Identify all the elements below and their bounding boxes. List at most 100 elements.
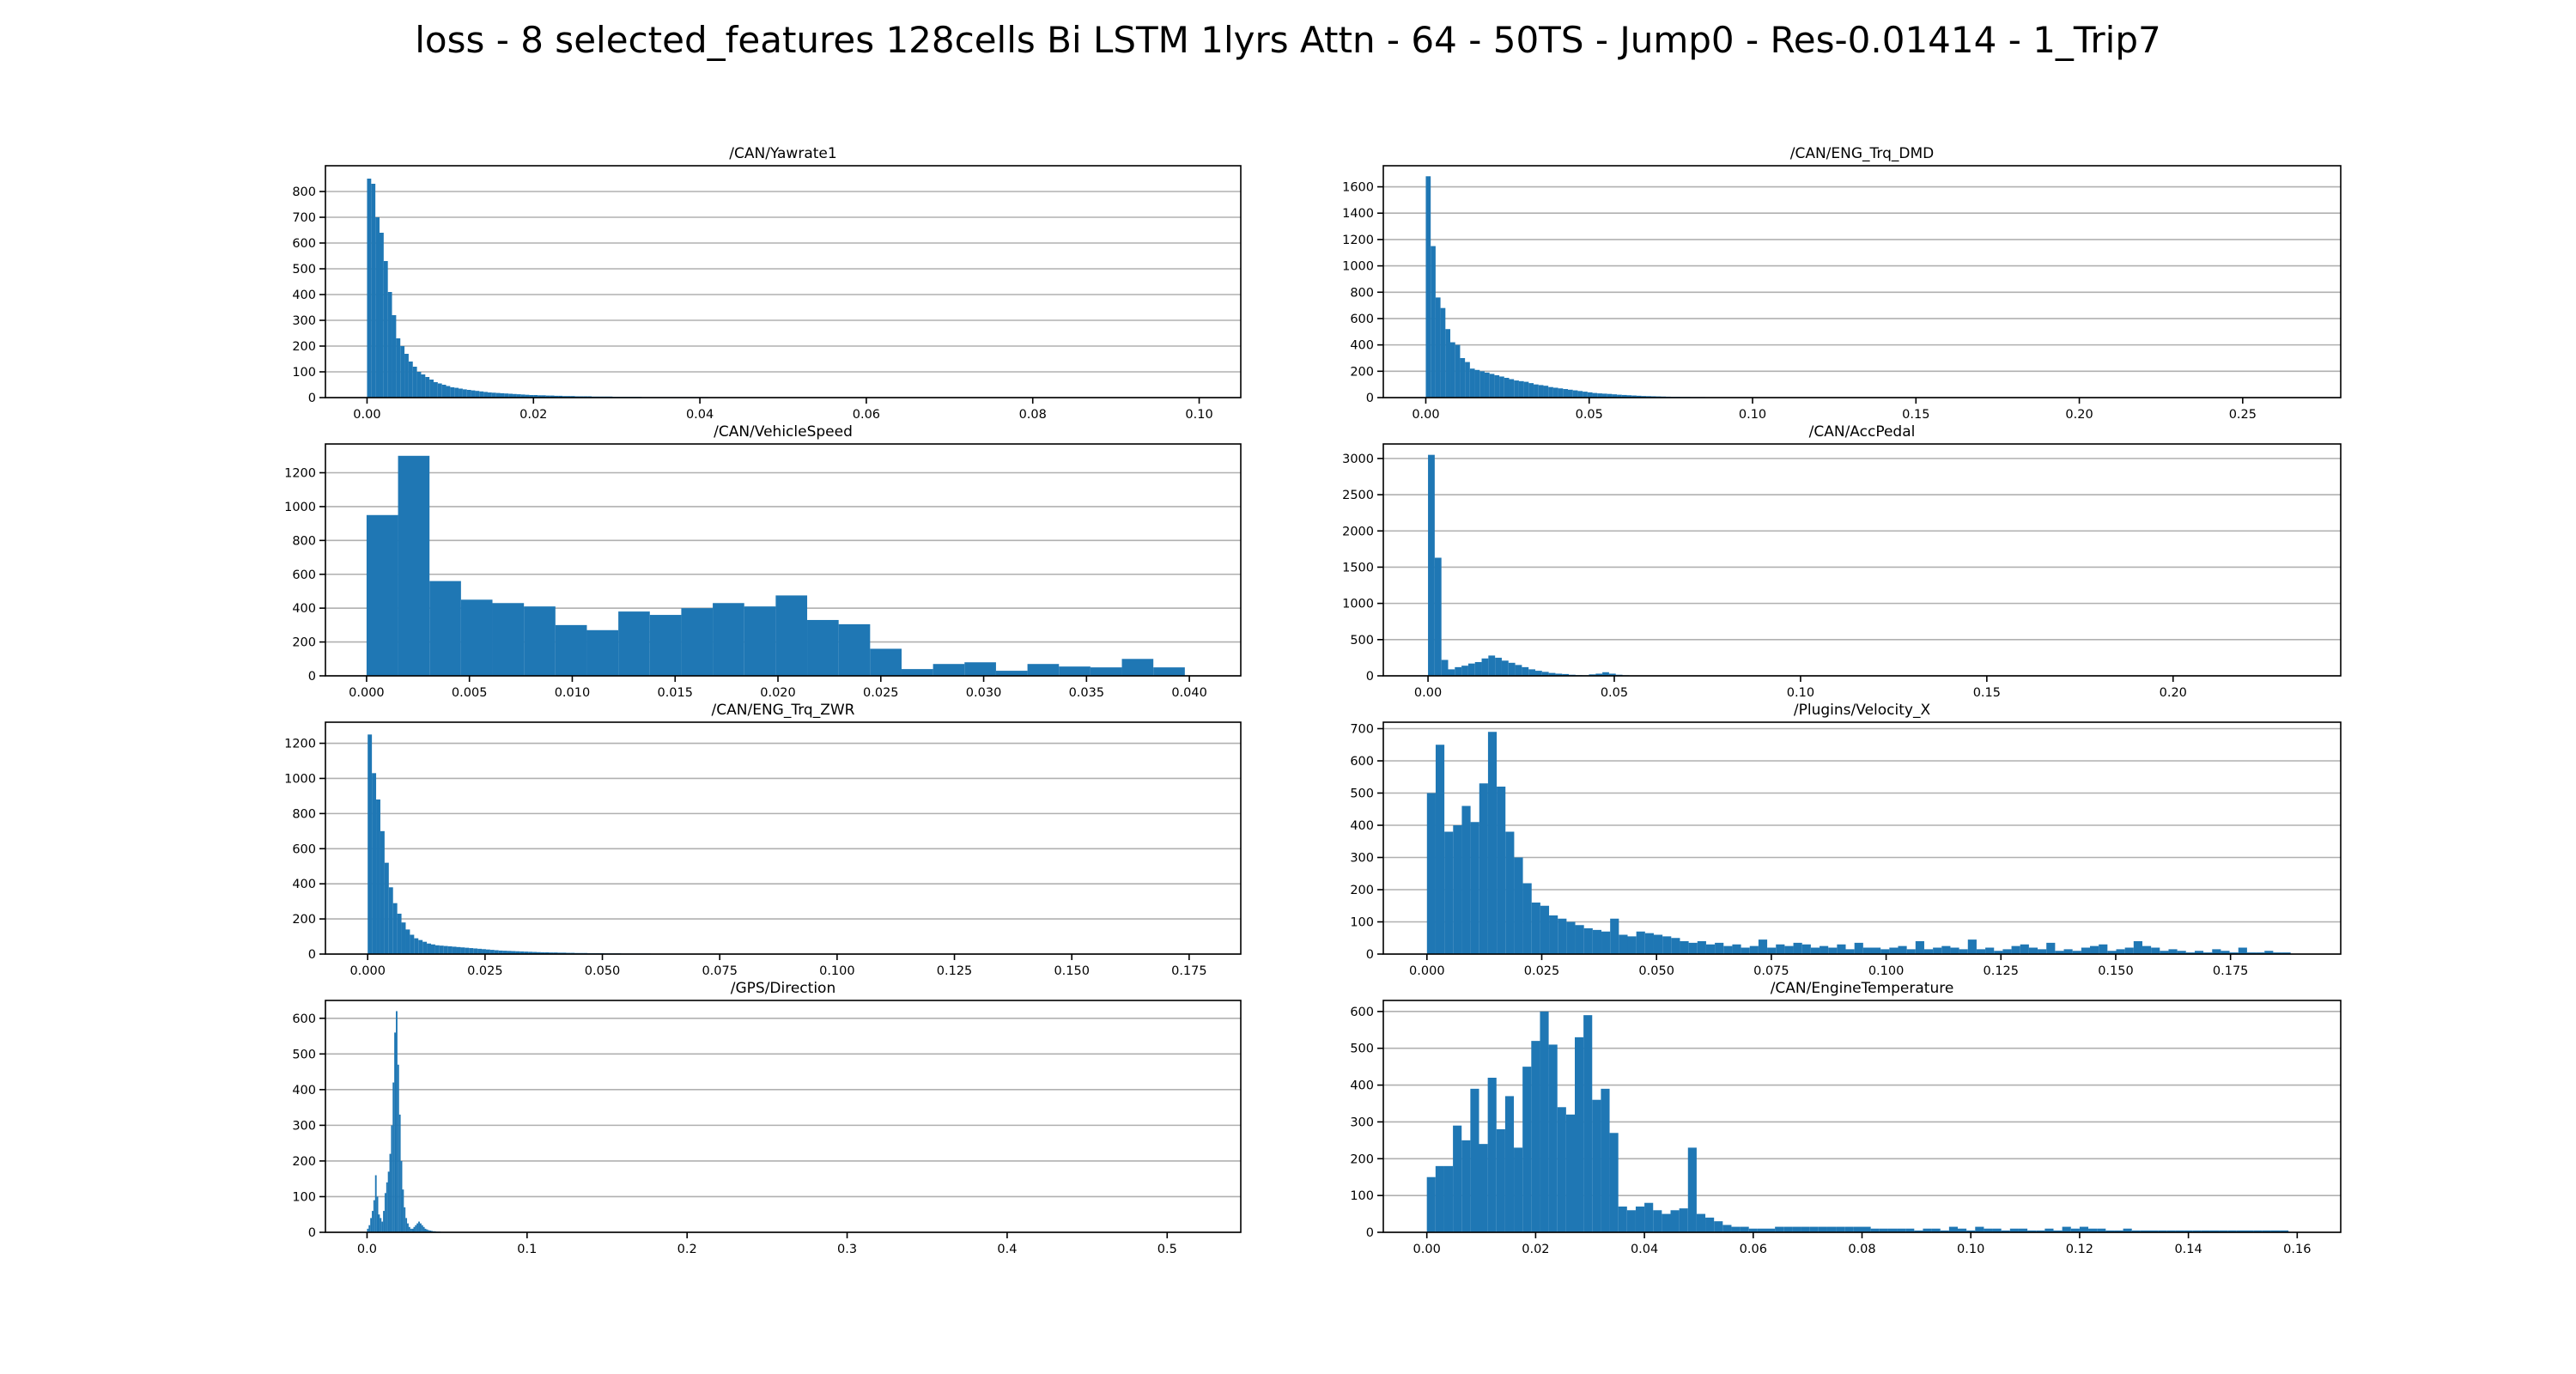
histogram-bar [371, 184, 376, 398]
histogram-bar [537, 951, 541, 954]
histogram-bar [454, 387, 459, 398]
histogram-bar [1994, 951, 2003, 954]
histogram-bar [1522, 883, 1532, 954]
y-tick-label: 1000 [284, 501, 316, 514]
histogram-bar [405, 929, 410, 954]
histogram-bar [1443, 1165, 1454, 1232]
histogram-bar [1671, 938, 1680, 954]
histogram-bar [2166, 1230, 2176, 1232]
histogram-bar [492, 603, 525, 676]
histogram-bar [1563, 389, 1569, 398]
histogram-bar [1940, 1230, 1949, 1232]
histogram-bar [562, 952, 567, 954]
histogram-bar [1535, 671, 1542, 676]
y-tick-label: 800 [292, 534, 316, 548]
x-tick-label: 0.035 [1069, 686, 1105, 700]
histogram-bar [1914, 1230, 1923, 1232]
histogram-bar [1444, 831, 1454, 954]
histogram-bar [465, 947, 470, 954]
histogram-bar [413, 1226, 416, 1232]
x-tick-label: 0.150 [1054, 964, 1090, 978]
histogram-bar [2038, 949, 2047, 954]
histogram-bar [1568, 389, 1573, 398]
histogram-bar [380, 1218, 382, 1232]
x-tick-label: 0.15 [1902, 408, 1929, 422]
histogram-bar [1644, 933, 1654, 954]
histogram-bar [554, 395, 559, 398]
histogram-bar [1887, 1228, 1898, 1232]
y-tick-label: 400 [1350, 1079, 1374, 1093]
histogram-bar [473, 948, 478, 954]
histogram-bar [2177, 951, 2186, 954]
histogram-bar [485, 949, 490, 954]
histogram-bar [400, 1160, 403, 1232]
histogram-bar [1577, 391, 1583, 398]
histogram-bar [2184, 1230, 2193, 1232]
histogram-bar [422, 941, 428, 954]
histogram-bar [479, 391, 484, 398]
histogram-bar [2044, 1228, 2054, 1232]
histogram-bar [2253, 1230, 2263, 1232]
histogram-bar [1508, 662, 1516, 676]
x-tick-label: 0.000 [349, 964, 386, 978]
histogram-bar [1853, 1226, 1862, 1232]
histogram-bar [1748, 1228, 1758, 1232]
histogram-bar [1558, 388, 1564, 398]
histogram-bar [388, 887, 393, 954]
histogram-bar [1479, 371, 1485, 398]
histogram-bar [570, 396, 575, 398]
histogram-bar [418, 939, 423, 954]
histogram-bar [1523, 381, 1529, 398]
histogram-bar [434, 945, 440, 954]
histogram-bar [1090, 667, 1122, 676]
histogram-bar [456, 946, 461, 954]
histogram-bar [462, 389, 467, 398]
histogram-bar [1548, 386, 1553, 398]
histogram-bar [1906, 949, 1916, 954]
axes-frame [325, 165, 1242, 398]
histogram-bar [1153, 667, 1185, 676]
histogram-bar [1514, 857, 1523, 954]
histogram-bar [1469, 368, 1475, 398]
histogram-bar [1871, 947, 1881, 954]
histogram-bar [618, 611, 650, 676]
histogram-bar [1583, 928, 1593, 954]
histogram-bar [450, 387, 455, 398]
histogram-bar [1792, 1226, 1801, 1232]
histogram-bar [524, 951, 529, 954]
histogram-bar [2018, 1228, 2028, 1232]
histogram-bar [870, 648, 902, 676]
x-tick-label: 0.05 [1601, 686, 1628, 700]
x-tick-label: 0.20 [2160, 686, 2187, 700]
histogram-bar [394, 1032, 396, 1232]
histogram-bar [550, 395, 555, 398]
histogram-bar [1646, 396, 1652, 398]
x-tick-label: 0.0 [357, 1243, 377, 1256]
x-tick-label: 0.10 [1957, 1243, 1984, 1256]
histogram-bar [528, 951, 533, 954]
histogram-bar [1540, 1011, 1549, 1232]
histogram-bar [447, 946, 453, 954]
histogram-bar [408, 362, 413, 398]
y-tick-label: 500 [292, 1048, 316, 1061]
histogram-bar [1592, 392, 1598, 398]
x-tick-label: 0.100 [819, 964, 855, 978]
histogram-bar [1531, 1041, 1540, 1232]
histogram-bar [1854, 942, 1863, 954]
histogram-bar [376, 1196, 379, 1232]
histogram-bar [1950, 947, 1959, 954]
histogram-bar [1425, 176, 1431, 398]
histogram-bar [1870, 1228, 1880, 1232]
histogram-bar [1723, 945, 1733, 954]
histogram-bar [1775, 1226, 1784, 1232]
histogram-bar [1453, 1125, 1462, 1232]
histogram-bar [1810, 947, 1820, 954]
histogram-bar [1504, 1096, 1515, 1232]
y-tick-label: 0 [308, 392, 316, 405]
histogram-bar [2262, 1230, 2271, 1232]
histogram-bar [1027, 664, 1060, 676]
histogram-bar [366, 514, 398, 676]
y-tick-label: 1200 [284, 467, 316, 481]
histogram-bar [1453, 825, 1462, 954]
